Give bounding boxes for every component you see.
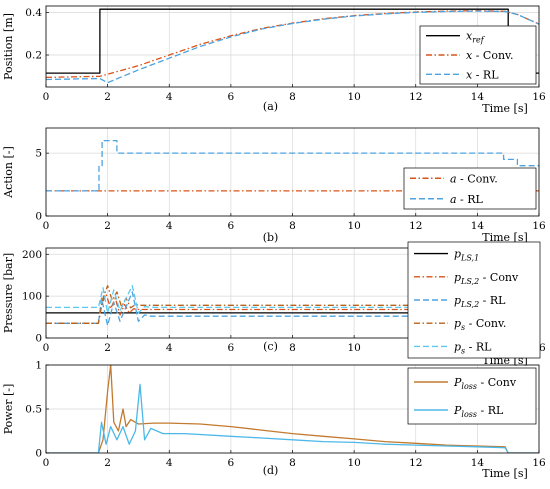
x-tick-label: 16 <box>532 457 546 469</box>
series-line-x_rl <box>46 10 539 84</box>
legend-label-p_loss_conv: Ploss - Conv <box>453 376 517 391</box>
legend-label-p_ls2_rl: pLS,2 - RL <box>454 294 506 309</box>
legend-label-a_rl: a - RL <box>450 193 484 206</box>
chart-panel-0: 0 2 4 6 8 10 12 14 16 0.2 0.4 Position [m] Time [s] (… <box>2 5 546 115</box>
series-line-p_s_rl <box>46 285 539 314</box>
x-tick-label: 6 <box>228 457 235 469</box>
legend: pLS,1 pLS,2 - Conv pLS,2 - RL ps - Conv. ps … <box>407 241 541 359</box>
x-axis-label: Time [s] <box>482 231 528 244</box>
y-tick-label: 200 <box>22 249 42 261</box>
legend-label-x_ref: xref <box>466 30 486 45</box>
x-tick-label: 14 <box>471 91 485 103</box>
x-tick-label: 2 <box>104 457 111 469</box>
y-tick-label: 0 <box>35 333 42 345</box>
x-tick-label: 14 <box>471 457 485 469</box>
x-tick-label: 6 <box>228 91 235 103</box>
panel-label: (c) <box>263 340 278 353</box>
x-tick-label: 2 <box>104 342 111 354</box>
x-tick-label: 10 <box>347 220 360 232</box>
series-line-p_ls2_rl <box>46 291 539 327</box>
x-tick-label: 10 <box>347 91 360 103</box>
chart-panel-3: 0 2 4 6 8 10 12 14 16 0 0.5 1 Power [-] Time [s] (d) Pl… <box>2 360 546 481</box>
y-tick-label: 0 <box>35 448 42 460</box>
x-tick-label: 14 <box>471 220 485 232</box>
x-tick-label: 4 <box>166 342 173 354</box>
legend-label-p_s_rl: ps - RL <box>454 340 492 355</box>
legend-box <box>403 167 537 210</box>
y-tick-label: 0.5 <box>25 404 42 416</box>
x-tick-label: 6 <box>228 342 235 354</box>
series-group <box>46 139 539 192</box>
legend-label-x_rl: x - RL <box>466 68 499 81</box>
chart-panel-1: 0 2 4 6 8 10 12 14 16 0 5 Action [-] Time [s] (b) a - … <box>2 127 546 244</box>
y-axis-label: Pressure [bar] <box>2 253 15 333</box>
x-tick-label: 4 <box>166 457 173 469</box>
legend-label-a_conv: a - Conv. <box>450 172 498 185</box>
panel-label: (d) <box>263 464 279 477</box>
series-line-a_rl <box>46 139 539 192</box>
series-line-p_loss_rl <box>46 383 539 453</box>
panel-label: (b) <box>263 231 279 244</box>
x-tick-label: 0 <box>43 457 50 469</box>
x-tick-label: 12 <box>409 220 422 232</box>
x-tick-label: 2 <box>104 220 111 232</box>
x-tick-label: 0 <box>43 91 50 103</box>
x-tick-label: 8 <box>289 91 296 103</box>
x-tick-label: 12 <box>409 457 422 469</box>
x-tick-label: 4 <box>166 91 173 103</box>
y-tick-label: 100 <box>22 291 42 303</box>
legend: a - Conv. a - RL <box>403 167 537 210</box>
x-tick-label: 0 <box>43 220 50 232</box>
x-tick-label: 8 <box>289 457 296 469</box>
x-tick-label: 16 <box>532 91 546 103</box>
y-tick-label: 0.2 <box>25 50 42 62</box>
x-tick-label: 12 <box>409 91 422 103</box>
legend: Ploss - Conv Ploss - RL <box>407 367 537 425</box>
panel-label: (a) <box>263 100 278 113</box>
x-tick-label: 16 <box>532 220 546 232</box>
y-tick-label: 5 <box>35 148 42 160</box>
x-tick-label: 10 <box>347 342 360 354</box>
x-tick-label: 8 <box>289 342 296 354</box>
y-axis-label: Power [-] <box>2 384 15 435</box>
series-line-x_conv <box>46 10 539 79</box>
legend-label-p_loss_rl: Ploss - RL <box>453 404 504 419</box>
x-tick-label: 0 <box>43 342 50 354</box>
legend: xref x - Conv. x - RL <box>419 25 537 85</box>
series-group <box>46 365 539 453</box>
legend-label-p_ls1: pLS,1 <box>454 248 479 263</box>
x-tick-label: 8 <box>289 220 296 232</box>
legend-box <box>407 241 541 359</box>
y-tick-label: 0 <box>35 211 42 223</box>
x-axis-label: Time [s] <box>482 102 528 115</box>
x-tick-label: 10 <box>347 457 360 469</box>
legend-label-p_ls2_conv: pLS,2 - Conv <box>454 271 519 286</box>
x-tick-label: 4 <box>166 220 173 232</box>
legend-label-x_conv: x - Conv. <box>466 49 513 62</box>
legend-label-p_s_conv: ps - Conv. <box>454 317 506 332</box>
x-tick-label: 6 <box>228 220 235 232</box>
legend-box <box>407 367 537 425</box>
x-tick-label: 2 <box>104 91 111 103</box>
y-tick-label: 1 <box>35 360 42 372</box>
y-axis-label: Position [m] <box>2 13 15 80</box>
y-axis-label: Action [-] <box>2 146 15 199</box>
chart-panel-2: 02468101214160100200Pressure [bar]Time [… <box>2 241 546 367</box>
y-tick-label: 0.4 <box>25 7 42 19</box>
series-line-p_loss_conv <box>46 365 539 453</box>
x-axis-label: Time [s] <box>482 467 528 480</box>
